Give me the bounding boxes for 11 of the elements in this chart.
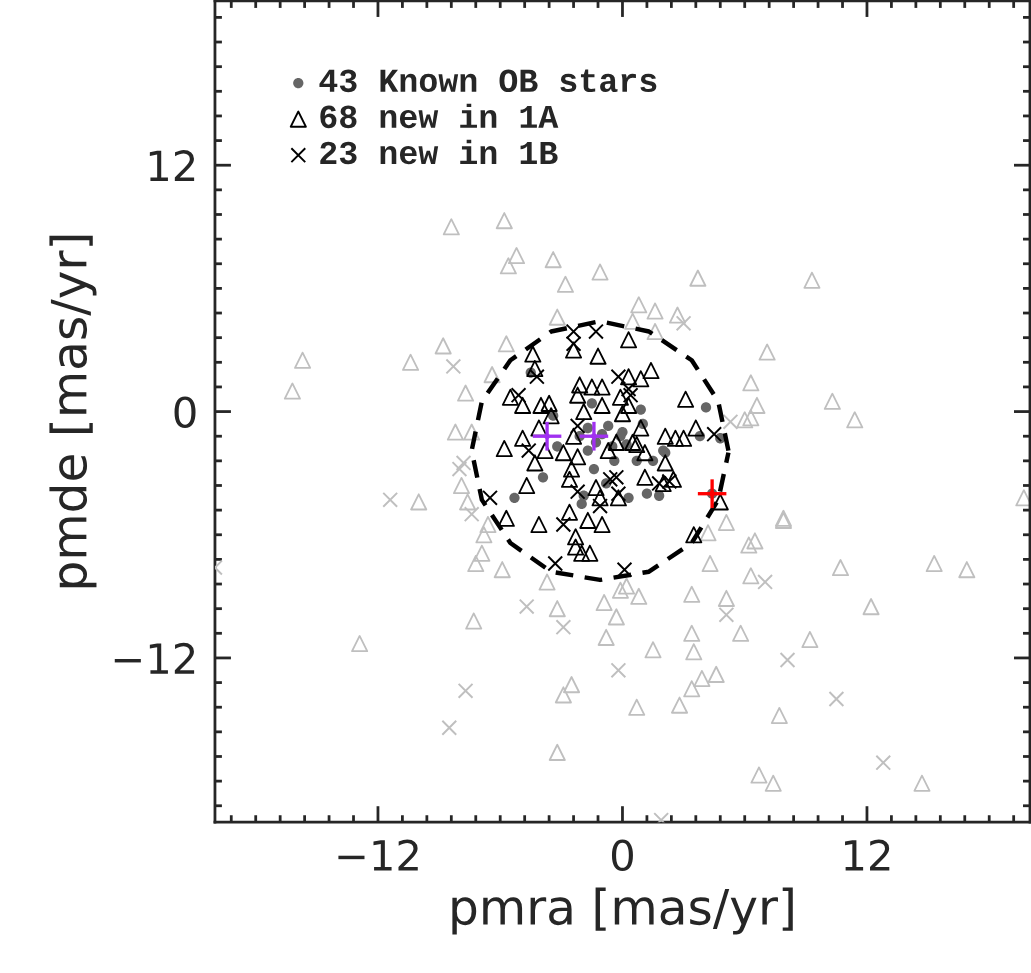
x-tick-label: 12 — [845, 839, 890, 871]
y-tick-label: −12 — [114, 642, 195, 674]
x-axis-title: pmra [mas/yr] — [452, 887, 793, 935]
y-tick-label: 0 — [174, 396, 196, 428]
x-tick-label: 0 — [611, 839, 633, 872]
legend-label: 43 Known OB stars — [319, 69, 657, 93]
y-axis-title: pmde [mas/yr] — [49, 235, 97, 588]
y-tick-label: 12 — [149, 150, 195, 182]
x-tick-label: −12 — [338, 839, 418, 871]
legend-label: 23 new in 1B — [320, 139, 558, 165]
legend-label: 68 new in 1A — [320, 103, 559, 129]
